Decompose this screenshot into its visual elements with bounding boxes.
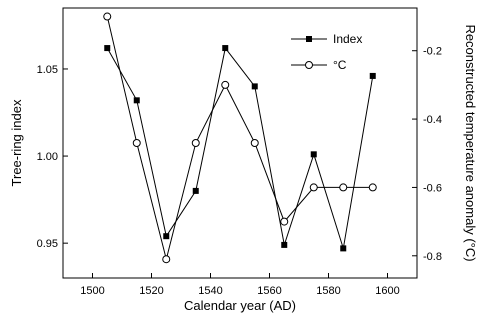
plot-frame [62, 7, 418, 279]
y-axis-left: 0.95 1.00 1.05 [37, 64, 68, 250]
y2-axis-title: Reconstructed temperature anomaly (°C) [463, 24, 477, 261]
x-tick-label: 1580 [316, 285, 340, 297]
y2-tick-label: -0.4 [423, 114, 442, 126]
data-point-temperature [191, 139, 200, 147]
data-point-index [222, 45, 229, 52]
data-point-index [281, 241, 288, 248]
data-point-index [192, 187, 199, 194]
data-point-index [310, 151, 317, 158]
data-point-temperature [162, 255, 171, 264]
x-tick-label: 1500 [80, 285, 104, 297]
data-point-index [104, 45, 111, 52]
data-point-index [340, 245, 347, 252]
legend-label-temp: °C [333, 58, 347, 72]
legend-marker-temp [305, 61, 313, 69]
data-point-temperature [280, 217, 289, 226]
y-tick-label: 1.00 [37, 151, 58, 163]
y2-tick-label: -0.2 [423, 46, 442, 58]
x-tick-label: 1560 [257, 285, 281, 297]
legend-label-index: Index [333, 32, 362, 46]
x-axis-title: Calendar year (AD) [184, 298, 296, 313]
series-line-index [106, 46, 374, 249]
y2-tick-label: -0.6 [423, 182, 442, 194]
y2-tick-label: -0.8 [423, 251, 442, 263]
legend-marker-index [306, 36, 312, 42]
series-line-temperature [106, 16, 373, 260]
data-point-index [369, 72, 376, 79]
legend: Index °C [291, 32, 362, 72]
y-axis-title: Tree-ring index [9, 99, 24, 186]
data-point-index [163, 233, 170, 240]
y-axis-right: -0.8 -0.6 -0.4 -0.2 [412, 46, 442, 263]
series-layer [103, 12, 377, 264]
data-point-temperature [368, 183, 377, 192]
x-axis: 1500 1520 1540 1560 1580 1600 [80, 273, 400, 297]
data-point-temperature [309, 183, 318, 192]
data-point-index [133, 97, 140, 104]
data-point-temperature [103, 12, 112, 21]
data-point-temperature [221, 80, 230, 89]
x-tick-label: 1520 [139, 285, 163, 297]
data-point-index [251, 83, 258, 90]
x-tick-label: 1600 [375, 285, 399, 297]
data-point-temperature [250, 139, 259, 147]
x-tick-label: 1540 [198, 285, 222, 297]
data-point-temperature [339, 183, 348, 192]
y-tick-label: 1.05 [37, 64, 58, 76]
data-point-temperature [132, 139, 141, 147]
y-tick-label: 0.95 [37, 238, 58, 250]
